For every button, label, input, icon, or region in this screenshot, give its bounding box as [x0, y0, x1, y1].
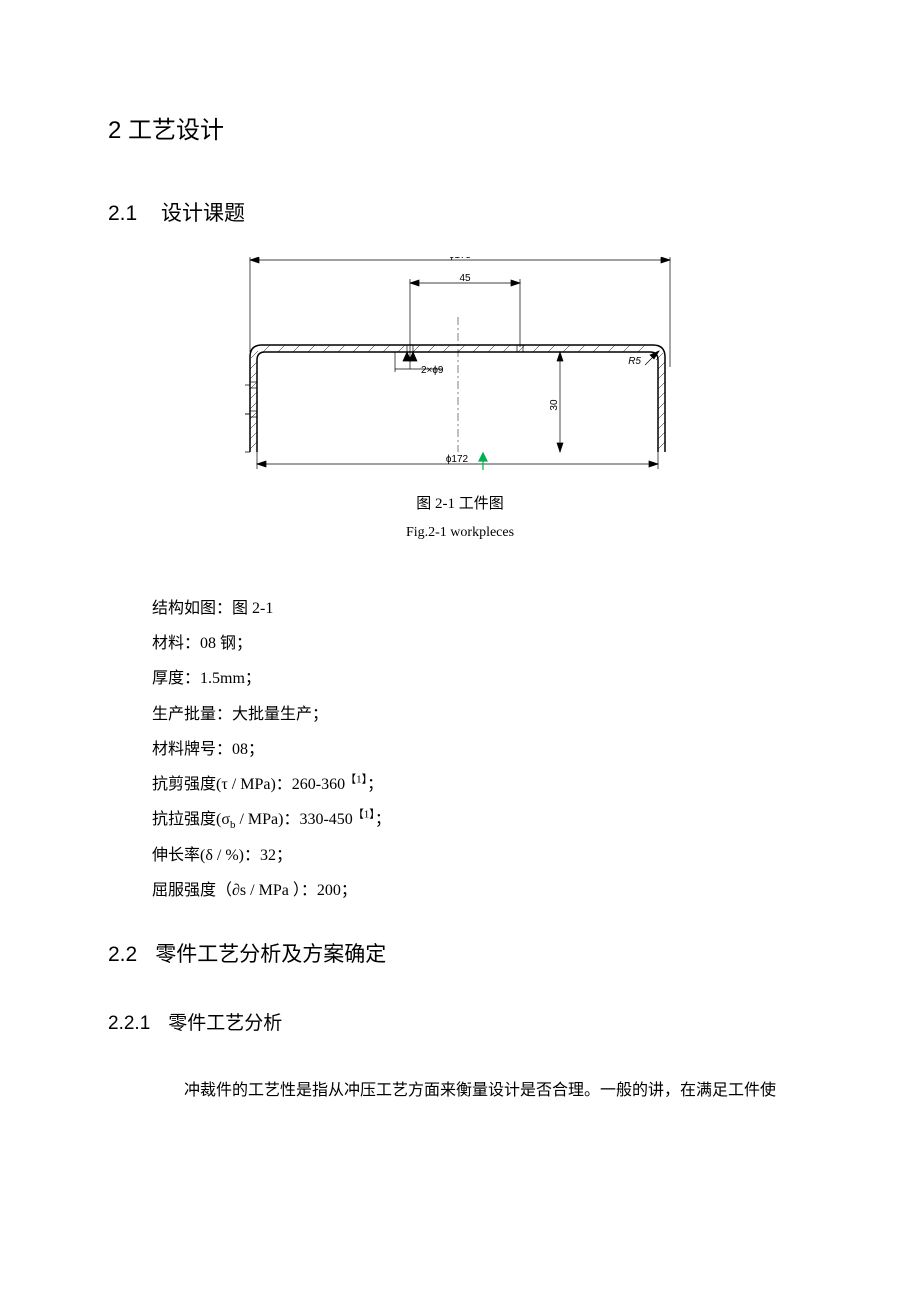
spec-shear: 抗剪强度(τ / MPa)：260-360【1】；: [152, 767, 812, 802]
heading-2-2: 2.2 零件工艺分析及方案确定: [108, 938, 812, 968]
heading-3-1-text: 零件工艺分析: [168, 1013, 282, 1034]
body-paragraph: 冲裁件的工艺性是指从冲压工艺方面来衡量设计是否合理。一般的讲，在满足工件使: [152, 1075, 812, 1107]
dim-phi175: ɸ175: [449, 257, 472, 261]
spec-material-grade: 材料牌号：08；: [152, 732, 812, 767]
figure-2-1: ɸ175 45: [108, 257, 812, 541]
spec-yield: 屈服强度（∂s / MPa ）：200；: [152, 873, 812, 908]
heading-2-1: 2.1 设计课题: [108, 197, 812, 227]
spec-batch: 生产批量：大批量生产；: [152, 697, 812, 732]
dim-phi172: ɸ172: [446, 454, 469, 465]
figure-caption-cn: 图 2-1 工件图: [416, 492, 504, 513]
heading-2-2-text: 零件工艺分析及方案确定: [155, 943, 386, 966]
figure-caption-en: Fig.2-1 workpleces: [406, 525, 514, 541]
heading-2-2-num: 2.2: [108, 943, 137, 966]
dim-2phi9: 2×ɸ9: [421, 365, 444, 376]
heading-1-text: 2 工艺设计: [108, 117, 224, 144]
spec-material: 材料：08 钢；: [152, 626, 812, 661]
dim-r5: R5: [628, 356, 641, 367]
dim-45: 45: [459, 273, 471, 284]
heading-3-1-num: 2.2.1: [108, 1013, 150, 1034]
heading-2-1-num: 2.1: [108, 202, 137, 225]
spec-structure: 结构如图：图 2-1: [152, 591, 812, 626]
specs-block: 结构如图：图 2-1 材料：08 钢； 厚度：1.5mm； 生产批量：大批量生产…: [152, 591, 812, 908]
workpiece-diagram: ɸ175 45: [245, 257, 675, 472]
spec-elongation: 伸长率(δ / %)：32；: [152, 838, 812, 873]
spec-thickness: 厚度：1.5mm；: [152, 661, 812, 696]
heading-3-1: 2.2.1 零件工艺分析: [108, 1008, 812, 1035]
dim-30: 30: [549, 399, 560, 411]
heading-1: 2 工艺设计: [108, 110, 812, 145]
heading-2-1-text: 设计课题: [161, 202, 245, 225]
spec-tensile: 抗拉强度(σb / MPa)：330-450【1】；: [152, 802, 812, 837]
